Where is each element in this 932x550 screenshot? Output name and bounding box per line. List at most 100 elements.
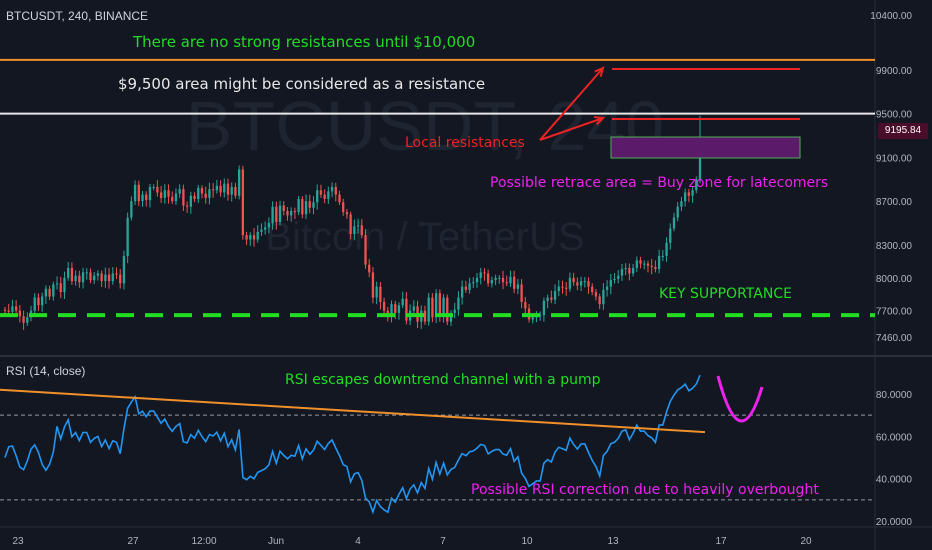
price-tick-label: 9900.00 xyxy=(876,66,913,77)
candle-body xyxy=(624,268,627,270)
candle-body xyxy=(193,195,196,199)
annotation-no-resistance: There are no strong resistances until $1… xyxy=(132,33,475,51)
candle-body xyxy=(37,297,40,306)
candle-body xyxy=(126,217,129,256)
candle-body xyxy=(609,280,612,287)
candle-body xyxy=(628,268,631,274)
candle-body xyxy=(59,283,62,293)
candle-body xyxy=(639,260,642,264)
candle-body xyxy=(48,288,51,297)
retrace-zone-box xyxy=(610,136,801,159)
candle-body xyxy=(22,316,25,323)
candle-body xyxy=(661,255,664,257)
price-tick-label: 10400.00 xyxy=(870,11,912,22)
candles xyxy=(3,115,702,330)
time-tick-label: 27 xyxy=(127,536,139,547)
candle-body xyxy=(509,276,512,284)
candle-body xyxy=(89,272,92,281)
candle-body xyxy=(230,186,233,195)
candle-body xyxy=(635,260,638,268)
candle-body xyxy=(74,275,77,282)
arrow-to-upper-resistance-head xyxy=(594,66,605,77)
candle-body xyxy=(133,184,137,202)
candle-body xyxy=(401,298,404,306)
candle-body xyxy=(52,284,55,297)
candle-body xyxy=(301,199,304,215)
candle-body xyxy=(200,188,204,194)
candle-body xyxy=(63,277,66,293)
candle-body xyxy=(119,274,122,284)
candle-body xyxy=(449,312,453,322)
candle-body xyxy=(687,192,691,196)
candle-body xyxy=(312,202,315,208)
candle-body xyxy=(605,286,609,290)
candle-body xyxy=(7,310,10,312)
candle-body xyxy=(468,283,471,290)
candle-body xyxy=(278,205,282,222)
candle-body xyxy=(115,273,118,275)
candle-body xyxy=(219,185,222,193)
candle-body xyxy=(327,191,330,199)
candle-body xyxy=(11,306,14,312)
candle-body xyxy=(594,292,598,297)
candle-body xyxy=(297,199,300,213)
time-tick-label: 13 xyxy=(607,536,619,547)
candle-body xyxy=(189,195,192,207)
candle-body xyxy=(364,235,367,265)
time-tick-label: 10 xyxy=(521,536,533,547)
annotations: There are no strong resistances until $1… xyxy=(118,33,828,498)
candle-body xyxy=(293,211,297,213)
candle-body xyxy=(579,281,583,286)
candle-body xyxy=(457,297,460,310)
candle-body xyxy=(550,297,553,300)
candle-body xyxy=(304,201,308,215)
candle-body xyxy=(26,317,29,323)
annotation-local-resistances: Local resistances xyxy=(405,135,525,151)
candle-body xyxy=(446,297,449,322)
candle-body xyxy=(107,274,111,282)
candle-body xyxy=(353,226,356,235)
candle-body xyxy=(531,317,534,320)
rsi-tick-label: 40.0000 xyxy=(876,475,913,486)
candle-body xyxy=(167,190,170,197)
annotation-rsi-correction: Possible RSI correction due to heavily o… xyxy=(471,482,819,498)
candle-body xyxy=(394,304,397,313)
watermark-desc: Bitcoin / TetherUS xyxy=(265,215,584,259)
time-tick-label: 7 xyxy=(440,536,446,547)
candle-body xyxy=(349,214,352,235)
candle-body xyxy=(96,273,100,276)
time-tick-label: 4 xyxy=(355,536,361,547)
candle-body xyxy=(130,201,133,218)
candle-body xyxy=(371,272,375,298)
candle-body xyxy=(334,186,337,195)
candle-body xyxy=(505,282,508,284)
candle-body xyxy=(643,263,646,265)
candle-body xyxy=(691,190,694,196)
candle-body xyxy=(141,194,144,202)
candle-body xyxy=(70,268,74,282)
candle-body xyxy=(379,286,382,302)
rsi-title: RSI (14, close) xyxy=(6,364,86,378)
candle-body xyxy=(264,227,267,230)
candle-body xyxy=(665,242,668,256)
candle-body xyxy=(591,286,594,293)
candle-body xyxy=(572,277,575,283)
candle-body xyxy=(375,286,378,298)
candle-body xyxy=(472,282,475,284)
candle-body xyxy=(171,196,174,202)
candle-body xyxy=(271,206,274,224)
candle-body xyxy=(81,272,85,283)
candle-body xyxy=(397,305,401,313)
candle-body xyxy=(431,297,434,318)
rsi-downtrend-line xyxy=(0,388,706,434)
candle-body xyxy=(617,275,620,279)
price-tick-label: 8300.00 xyxy=(876,241,913,252)
price-tick-label: 8000.00 xyxy=(876,274,913,285)
candle-body xyxy=(234,186,237,196)
candle-body xyxy=(557,286,560,291)
candle-body xyxy=(252,235,256,240)
candle-body xyxy=(226,183,230,195)
rsi-correction-curve xyxy=(716,375,764,423)
